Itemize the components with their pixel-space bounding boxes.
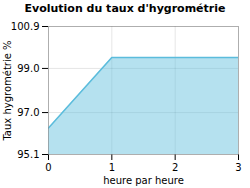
svg-text:Taux hygrométrie %: Taux hygrométrie %	[2, 40, 13, 141]
svg-text:3: 3	[235, 162, 241, 173]
html-text:Evolution du taux d'hygrométri: Evolution du taux d'hygrométrie	[24, 2, 226, 15]
svg-text:97.0: 97.0	[17, 107, 39, 118]
svg-text:95.1: 95.1	[17, 149, 39, 160]
svg-text:2: 2	[172, 162, 178, 173]
svg-text:1: 1	[109, 162, 115, 173]
svg-text:99.0: 99.0	[17, 63, 39, 74]
svg-text:heure par heure: heure par heure	[103, 175, 184, 186]
svg-text:100.9: 100.9	[11, 21, 40, 32]
svg-text:0: 0	[45, 162, 51, 173]
